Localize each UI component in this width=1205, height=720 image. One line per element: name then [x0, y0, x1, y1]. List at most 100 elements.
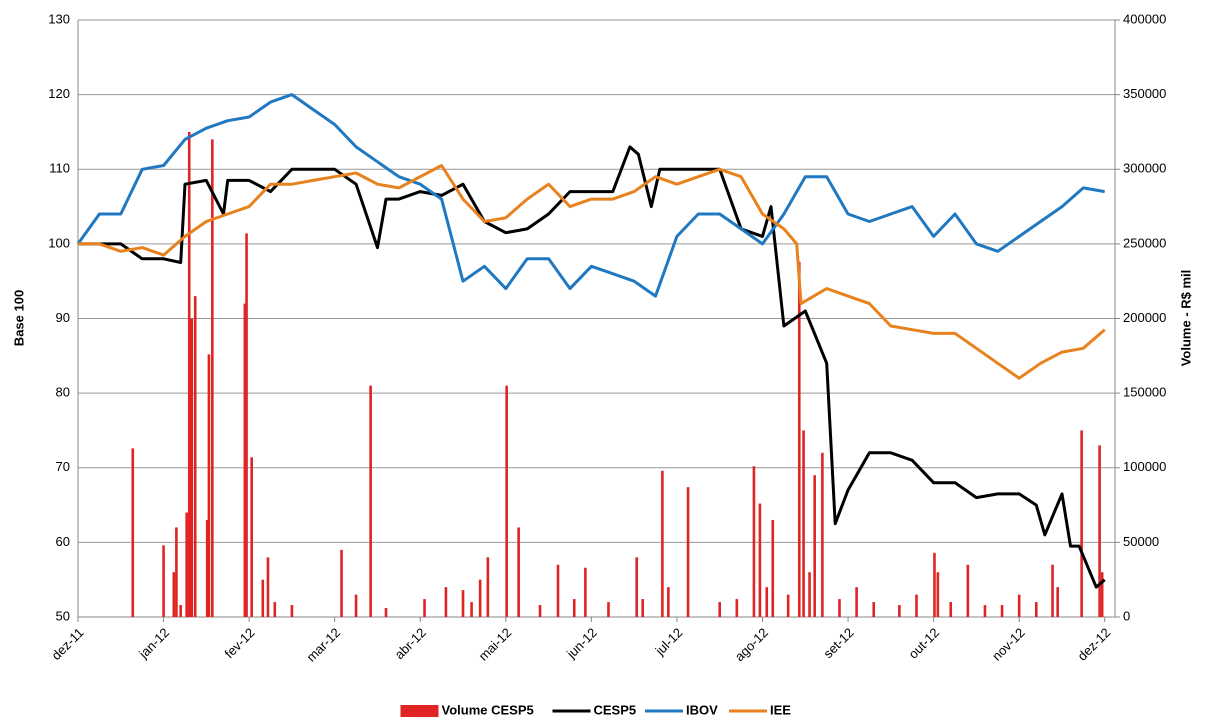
bar — [185, 512, 188, 617]
bar — [797, 261, 801, 617]
bar — [661, 470, 664, 617]
bar — [193, 296, 197, 617]
y2-tick-label: 100000 — [1123, 459, 1166, 474]
bar — [444, 587, 448, 617]
y-tick-label: 100 — [48, 235, 70, 250]
bar — [802, 430, 805, 617]
bar — [718, 602, 722, 617]
bar — [771, 519, 775, 617]
bar — [1056, 587, 1059, 617]
bar — [290, 605, 294, 617]
y-tick-label: 50 — [56, 608, 70, 623]
bar — [584, 567, 587, 617]
bar — [821, 452, 824, 617]
bar — [1034, 602, 1038, 617]
bar — [933, 552, 936, 617]
bar — [384, 608, 388, 617]
y2-tick-label: 150000 — [1123, 385, 1166, 400]
y-tick-label: 60 — [56, 534, 70, 549]
bar — [572, 599, 576, 617]
bar — [172, 572, 176, 617]
bar — [556, 564, 560, 617]
bar — [162, 545, 165, 617]
x-tick-label: dez-11 — [49, 625, 87, 663]
bar — [354, 594, 358, 617]
line — [76, 93, 1105, 298]
bar — [808, 572, 811, 617]
bar — [855, 587, 858, 617]
bar — [1098, 445, 1101, 617]
bar — [936, 572, 940, 617]
y2-tick-label: 200000 — [1123, 310, 1166, 325]
bar — [898, 605, 901, 617]
x-tick-label: abr-12 — [392, 625, 429, 662]
bar — [517, 527, 520, 617]
bar — [786, 594, 790, 617]
bar — [470, 602, 473, 617]
legend-label: IEE — [770, 702, 791, 717]
bar — [607, 602, 610, 617]
bar — [369, 385, 372, 617]
bar — [243, 303, 247, 617]
bar — [735, 599, 739, 617]
bar — [949, 602, 953, 617]
bar — [667, 587, 670, 617]
y-tick-label: 110 — [49, 161, 70, 176]
y2-tick-label: 250000 — [1123, 235, 1166, 250]
bar — [752, 466, 756, 617]
x-tick-label: jul-12 — [652, 625, 686, 659]
bar — [261, 579, 265, 617]
bar — [245, 233, 248, 618]
y2-axis-title: Volume - R$ mil — [1178, 270, 1193, 367]
y-tick-label: 80 — [56, 385, 70, 400]
x-tick-label: nov-12 — [989, 625, 1028, 664]
bar — [131, 448, 135, 617]
bar — [205, 519, 209, 617]
bar — [813, 475, 816, 617]
bar — [505, 385, 508, 617]
bar — [983, 605, 987, 617]
bar — [915, 594, 918, 617]
y2-tick-label: 0 — [1123, 608, 1130, 623]
bar — [538, 605, 542, 617]
x-tick-label: set-12 — [820, 625, 856, 661]
bar — [266, 557, 270, 617]
line — [78, 164, 1106, 380]
bar — [635, 557, 639, 617]
bar — [273, 602, 277, 617]
x-tick-label: jun-12 — [563, 625, 600, 662]
bar — [1100, 572, 1104, 617]
legend-swatch — [400, 705, 439, 717]
x-tick-label: mai-12 — [476, 625, 515, 664]
bar — [838, 599, 841, 617]
bar — [179, 605, 182, 617]
bar — [1080, 430, 1083, 617]
x-tick-label: dez-12 — [1075, 625, 1114, 664]
bar — [340, 549, 343, 617]
x-tick-label: jan-12 — [135, 625, 172, 662]
bar — [187, 131, 191, 617]
bar — [190, 318, 194, 617]
bar — [207, 354, 211, 617]
bar — [686, 487, 690, 617]
bar — [966, 564, 970, 617]
bar — [872, 602, 876, 617]
line — [78, 145, 1106, 589]
y-tick-label: 70 — [56, 459, 70, 474]
bar — [250, 457, 253, 617]
bar — [1000, 605, 1004, 617]
x-tick-label: ago-12 — [732, 625, 771, 664]
y-axis-title: Base 100 — [11, 290, 26, 346]
x-tick-label: out-12 — [905, 625, 942, 662]
y-tick-label: 120 — [48, 86, 70, 101]
legend-label: IBOV — [686, 702, 718, 717]
bar — [486, 557, 490, 617]
bar — [461, 590, 465, 617]
y-tick-label: 130 — [48, 11, 70, 26]
x-tick-label: mar-12 — [304, 625, 344, 665]
legend-label: Volume CESP5 — [442, 702, 534, 717]
bar — [211, 139, 214, 617]
y2-tick-label: 50000 — [1123, 534, 1159, 549]
bar — [175, 527, 178, 617]
